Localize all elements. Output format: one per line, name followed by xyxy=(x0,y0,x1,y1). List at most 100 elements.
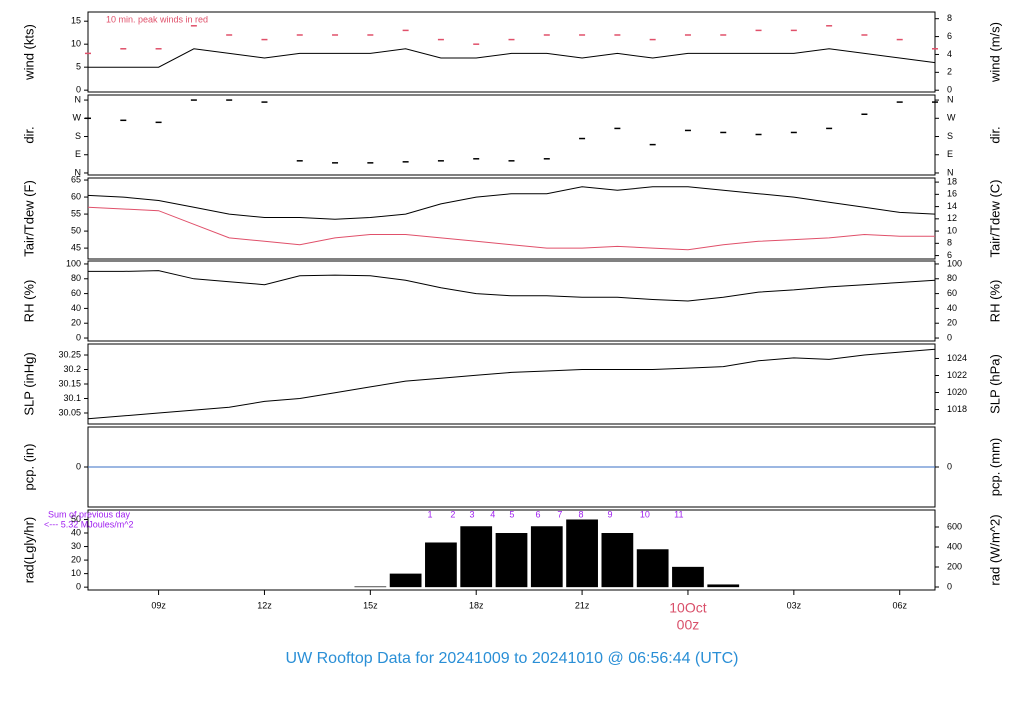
bar xyxy=(707,584,740,588)
series-line xyxy=(87,206,935,251)
x-tick-label: 09z xyxy=(151,600,166,610)
y2-tick-label: 200 xyxy=(947,561,962,571)
y-tick-label: 40 xyxy=(71,527,81,537)
y2-tick-label: 2 xyxy=(947,67,952,77)
panel-frame xyxy=(87,11,936,93)
panel-frame xyxy=(87,509,936,591)
y-axis-label: rad(Lgly/hr) xyxy=(21,517,36,583)
note: <--- 5.32 MJoules/m^2 xyxy=(44,519,134,529)
y-tick-label: N xyxy=(75,94,82,104)
y2-axis-label: RH (%) xyxy=(987,280,1002,323)
y2-tick-label: S xyxy=(947,131,953,141)
y2-tick-label: 10 xyxy=(947,225,957,235)
y2-tick-label: 80 xyxy=(947,273,957,283)
y2-tick-label: W xyxy=(947,113,956,123)
y2-axis-label: dir. xyxy=(987,126,1002,143)
y-tick-label: 100 xyxy=(66,258,81,268)
hour-label: 1 xyxy=(427,509,432,519)
y-tick-label: 60 xyxy=(71,288,81,298)
y-axis-label: wind (kts) xyxy=(21,24,36,81)
series-line xyxy=(87,348,936,420)
y2-tick-label: 0 xyxy=(947,461,952,471)
y-tick-label: 20 xyxy=(71,554,81,564)
x-tick-label: 15z xyxy=(363,600,378,610)
y2-axis-label: Tair/Tdew (C) xyxy=(987,179,1002,257)
y2-tick-label: 0 xyxy=(947,332,952,342)
bar xyxy=(495,533,528,588)
y2-tick-label: N xyxy=(947,94,954,104)
hour-label: 3 xyxy=(469,509,474,519)
note: Sum of previous day xyxy=(48,509,131,519)
y2-tick-label: 18 xyxy=(947,176,957,186)
bar xyxy=(566,519,598,588)
y2-tick-label: 40 xyxy=(947,303,957,313)
y-tick-label: 0 xyxy=(76,332,81,342)
y-tick-label: 30.25 xyxy=(58,349,81,359)
y-tick-label: 10 xyxy=(71,39,81,49)
y-tick-label: 30 xyxy=(71,541,81,551)
y-tick-label: 0 xyxy=(76,85,81,95)
y-axis-label: dir. xyxy=(21,126,36,143)
panel-frame xyxy=(87,177,936,260)
hour-label: 10 xyxy=(640,509,650,519)
y2-tick-label: 0 xyxy=(947,581,952,591)
y2-axis-label: wind (m/s) xyxy=(987,22,1002,83)
x-tick-label: 18z xyxy=(469,600,484,610)
y2-tick-label: 1018 xyxy=(947,404,967,414)
hour-label: 4 xyxy=(490,509,495,519)
y-tick-label: 60 xyxy=(71,191,81,201)
y2-tick-label: 20 xyxy=(947,318,957,328)
y-tick-label: 30.2 xyxy=(63,364,81,374)
y-tick-label: E xyxy=(75,149,81,159)
y-tick-label: 0 xyxy=(76,582,81,592)
y-tick-label: 55 xyxy=(71,208,81,218)
y-axis-label: Tair/Tdew (F) xyxy=(21,180,36,257)
x-tick-label: 21z xyxy=(575,600,590,610)
y2-tick-label: N xyxy=(947,167,954,177)
y2-tick-label: 8 xyxy=(947,238,952,248)
y-tick-label: 30.15 xyxy=(58,378,81,388)
hour-label: 9 xyxy=(607,509,612,519)
hour-label: 5 xyxy=(509,509,514,519)
y2-axis-label: SLP (hPa) xyxy=(987,354,1002,414)
y-tick-label: 50 xyxy=(71,225,81,235)
chart-title: UW Rooftop Data for 20241009 to 20241010… xyxy=(286,650,739,667)
panel-frame xyxy=(87,260,936,342)
y-tick-label: 65 xyxy=(71,174,81,184)
y-tick-label: 40 xyxy=(71,303,81,313)
y2-tick-label: 600 xyxy=(947,521,962,531)
x-tick-label: 12z xyxy=(257,600,272,610)
y-tick-label: 50 xyxy=(71,514,81,524)
bar xyxy=(425,542,457,588)
hour-label: 11 xyxy=(674,509,683,519)
y2-tick-label: 14 xyxy=(947,201,957,211)
y-tick-label: S xyxy=(75,131,81,141)
y2-tick-label: 12 xyxy=(947,213,957,223)
y2-tick-label: 8 xyxy=(947,13,952,23)
y2-tick-label: 1024 xyxy=(947,353,967,363)
bar xyxy=(354,586,387,588)
panel-frame xyxy=(87,343,936,425)
y2-tick-label: 100 xyxy=(947,258,962,268)
y-tick-label: 20 xyxy=(71,318,81,328)
y-tick-label: 30.1 xyxy=(63,393,81,403)
y-tick-label: 45 xyxy=(71,242,81,252)
y2-tick-label: E xyxy=(947,149,953,159)
bar xyxy=(672,566,704,588)
y-axis-label: SLP (inHg) xyxy=(21,352,36,415)
y-axis-label: pcp. (in) xyxy=(21,444,36,491)
y2-tick-label: 400 xyxy=(947,541,962,551)
y-tick-label: 10 xyxy=(71,568,81,578)
hour-label: 7 xyxy=(557,509,562,519)
annotation: 10 min. peak winds in red xyxy=(106,14,208,24)
panel-frame xyxy=(87,94,936,176)
y2-tick-label: 4 xyxy=(947,49,952,59)
bar xyxy=(530,526,563,588)
y2-tick-label: 16 xyxy=(947,189,957,199)
y2-tick-label: 6 xyxy=(947,31,952,41)
hour-label: 2 xyxy=(450,509,455,519)
x-tick-label: 00z xyxy=(677,617,700,633)
y2-tick-label: 60 xyxy=(947,288,957,298)
y-tick-label: 5 xyxy=(76,62,81,72)
